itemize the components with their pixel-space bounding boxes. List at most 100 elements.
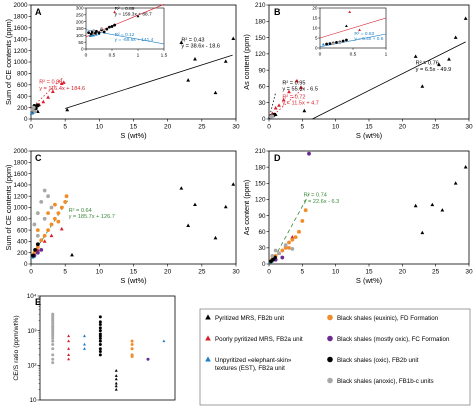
y-tick-label: 1800 bbox=[13, 14, 28, 21]
data-point bbox=[49, 205, 54, 210]
y-tick-label: 120 bbox=[255, 51, 266, 58]
x-tick-label: 25 bbox=[198, 269, 206, 276]
x-tick-label: 20 bbox=[399, 269, 407, 276]
data-point bbox=[82, 342, 86, 346]
x-tick-label: 25 bbox=[198, 124, 206, 131]
inset-y-tick-label: 150 bbox=[76, 26, 84, 31]
legend-marker bbox=[327, 377, 333, 384]
legend-marker bbox=[205, 356, 211, 362]
plot-frame bbox=[39, 295, 176, 401]
inset-data-point bbox=[108, 25, 111, 29]
inset-data-point bbox=[102, 30, 106, 34]
x-tick-label: 25 bbox=[432, 269, 440, 276]
inset-regression-equation: y = -69.6x + 141.4 bbox=[115, 37, 154, 43]
inset-x-tick-label: 0 bbox=[85, 53, 88, 59]
data-point bbox=[35, 245, 40, 249]
data-point bbox=[463, 165, 468, 169]
data-point bbox=[114, 381, 118, 385]
y-tick-label: 180 bbox=[255, 18, 266, 25]
y-tick-label: 1600 bbox=[13, 171, 28, 178]
inset-regression-equation: y = 159.3x + 88.7 bbox=[115, 11, 152, 17]
y-tick-label: 1000 bbox=[13, 59, 28, 66]
data-point bbox=[98, 342, 102, 346]
y-tick-label: 1200 bbox=[13, 48, 28, 55]
inset-regression-r2: R² = 0.12 bbox=[115, 32, 135, 38]
data-point bbox=[179, 186, 184, 190]
data-point bbox=[50, 89, 55, 93]
x-tick-label: 15 bbox=[130, 269, 138, 276]
data-point bbox=[53, 216, 57, 221]
y-tick-label: 10⁴ bbox=[27, 293, 37, 300]
y-tick-label: 2000 bbox=[13, 2, 28, 9]
inset-data-point bbox=[358, 28, 361, 32]
x-tick-label: 10 bbox=[96, 269, 104, 276]
data-point bbox=[39, 199, 44, 204]
inset-y-tick-label: 50 bbox=[78, 40, 84, 45]
y-tick-label: 10³ bbox=[27, 328, 36, 335]
inset-data-point bbox=[92, 33, 96, 37]
data-point bbox=[98, 329, 102, 333]
panel-E: 10 10² 10³ 10⁴ CE/S ratio (ppm/wt%) E bbox=[13, 293, 176, 404]
y-tick-label: 1400 bbox=[13, 36, 28, 43]
data-point bbox=[114, 374, 118, 377]
y-axis-label: CE/S ratio (ppm/wt%) bbox=[13, 315, 20, 380]
inset-y-tick-label: 100 bbox=[76, 33, 84, 38]
regression-r2: R² = 0.72 bbox=[282, 94, 305, 100]
data-point bbox=[56, 211, 61, 216]
data-point bbox=[67, 339, 71, 343]
y-tick-label: 30 bbox=[258, 100, 266, 107]
y-tick-label: 210 bbox=[255, 148, 266, 155]
legend-marker bbox=[327, 335, 333, 342]
inset-data-point bbox=[92, 29, 96, 32]
data-point bbox=[65, 107, 70, 112]
inset-data-point bbox=[338, 41, 342, 45]
data-point bbox=[51, 361, 55, 365]
data-point bbox=[146, 357, 150, 361]
trendline bbox=[270, 193, 310, 265]
inset-x-tick-label: 1.5 bbox=[161, 53, 168, 59]
y-tick-label: 180 bbox=[255, 164, 266, 171]
data-point bbox=[453, 181, 458, 185]
data-point bbox=[283, 245, 288, 250]
inset-y-tick-label: 10 bbox=[312, 26, 318, 31]
data-point bbox=[42, 216, 47, 221]
inset-data-point bbox=[100, 27, 103, 30]
data-point bbox=[46, 95, 50, 99]
legend-marker bbox=[205, 335, 211, 341]
inset-y-tick-label: 0 bbox=[81, 47, 84, 52]
data-point bbox=[280, 255, 285, 260]
y-tick-label: 10² bbox=[27, 363, 36, 370]
data-point bbox=[114, 369, 118, 372]
inset-y-tick-label: 15 bbox=[312, 16, 318, 21]
data-point bbox=[213, 90, 218, 95]
inset-data-point bbox=[95, 29, 98, 33]
inset-y-tick-label: 20 bbox=[312, 6, 318, 11]
trendline bbox=[30, 76, 65, 109]
data-point bbox=[32, 222, 37, 227]
data-point bbox=[67, 347, 71, 350]
x-tick-label: 5 bbox=[63, 124, 67, 131]
x-tick-label: 10 bbox=[332, 124, 340, 131]
inset-x-tick-label: 0.5 bbox=[350, 52, 357, 58]
data-point bbox=[162, 339, 166, 343]
inset-data-point bbox=[325, 42, 328, 46]
regression-r2: R² = 0.43 bbox=[181, 37, 204, 43]
legend-label: textures (EST), FB2a unit bbox=[215, 365, 285, 372]
data-point bbox=[98, 334, 102, 338]
x-tick-label: 20 bbox=[399, 124, 407, 131]
data-point bbox=[231, 36, 236, 40]
data-point bbox=[51, 347, 55, 351]
inset-data-point bbox=[136, 14, 140, 18]
data-point bbox=[270, 114, 275, 119]
x-tick-label: 15 bbox=[365, 124, 373, 131]
x-axis-label: S (wt%) bbox=[356, 276, 383, 285]
data-point bbox=[130, 339, 134, 343]
x-tick-label: 10 bbox=[96, 124, 104, 131]
data-point bbox=[277, 103, 281, 107]
data-point bbox=[51, 334, 55, 338]
x-tick-label: 0 bbox=[267, 124, 271, 131]
inset-y-tick-label: 300 bbox=[76, 6, 84, 11]
data-point bbox=[290, 235, 295, 239]
data-point bbox=[270, 254, 275, 258]
